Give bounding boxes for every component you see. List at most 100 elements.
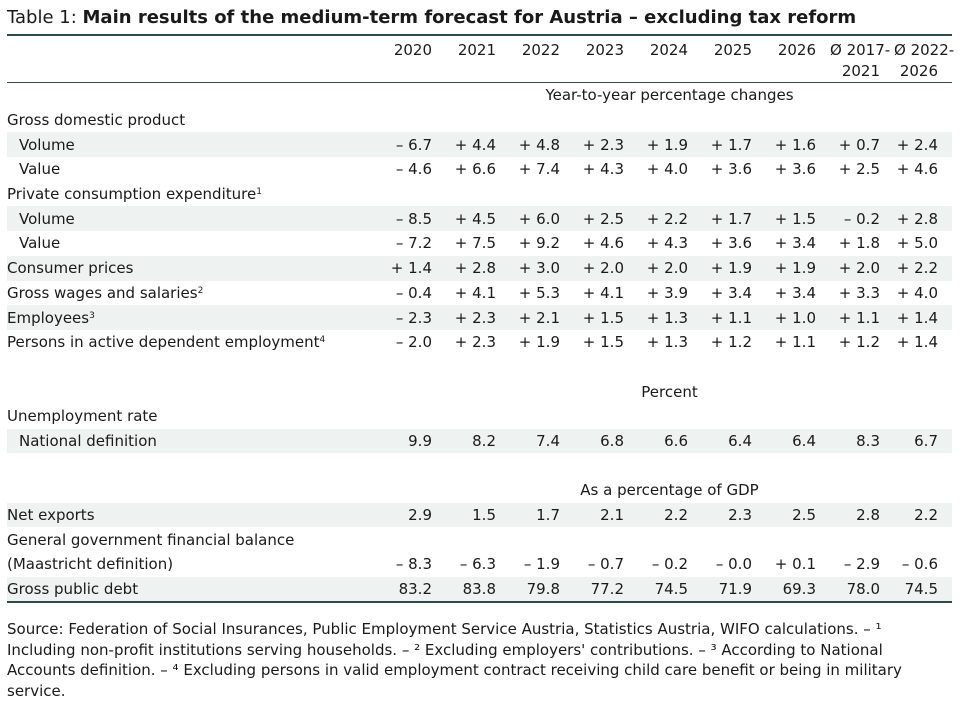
row-label-text: General government financial balance: [7, 530, 295, 549]
column-header-line1: 2026: [777, 41, 816, 59]
value-cell: + 7.4: [518, 160, 560, 179]
value-cell: [510, 527, 574, 552]
column-header-line2: [574, 61, 624, 82]
row-label-text: Net exports: [7, 506, 95, 525]
value-cell: 2.3: [702, 502, 766, 528]
value-cell: 1.7: [510, 502, 574, 528]
row-label: Value: [7, 157, 384, 182]
table-row: National definition 9.9 8.2 7.4 6.8 6.6 6.4 6.4…: [7, 428, 952, 454]
value-cell: – 8.3: [395, 555, 432, 574]
value-cell: + 2.8: [446, 255, 510, 281]
value-cell: 2.8: [830, 502, 894, 528]
value-cell: + 4.3: [582, 160, 624, 179]
value-cell: – 7.2: [395, 234, 432, 253]
value-cell: + 1.9: [518, 333, 560, 352]
table-row: Gross public debt 83.2 83.8 79.8 77.2 74.5 71.…: [7, 576, 952, 602]
table-row: Consumer prices + 1.4 + 2.8 + 3.0 + 2.0 + 2.0…: [7, 255, 952, 281]
unit-row: Year-to-year percentage changes: [7, 83, 952, 108]
row-label: (Maastricht definition): [7, 552, 384, 577]
table-row: Gross wages and salaries2 – 0.4 + 4.1 + 5.3…: [7, 281, 952, 306]
value-cell: + 3.6: [710, 160, 752, 179]
column-header: 2022: [510, 36, 574, 82]
value-cell: 1.5: [446, 502, 510, 528]
table-row: Net exports 2.9 1.5 1.7 2.1 2.2 2.3 2.5 2.8 2.2: [7, 502, 952, 528]
column-header-line1: 2020: [393, 41, 432, 59]
value-cell: + 3.0: [510, 255, 574, 281]
value-cell: + 1.0: [766, 305, 830, 330]
table-row: Employees3– 2.3 + 2.3 + 2.1 + 1.5 + 1.3 + 1.1…: [7, 305, 952, 330]
value-cell: 74.5: [894, 576, 952, 602]
value-cell: + 1.1: [702, 305, 766, 330]
row-label: Gross domestic product: [7, 108, 384, 133]
header-blank: [7, 36, 384, 82]
value-cell: [638, 404, 702, 429]
value-cell: 8.3: [830, 428, 894, 454]
value-cell: + 1.3: [646, 333, 688, 352]
value-cell: [446, 404, 510, 429]
value-cell: – 6.3: [459, 555, 496, 574]
row-label: Volume: [7, 132, 384, 158]
column-header-line2: [638, 61, 688, 82]
column-header: 2026: [766, 36, 830, 82]
column-header: 2024: [638, 36, 702, 82]
value-cell: [894, 527, 952, 552]
column-header-line1: Ø 2022-: [894, 41, 955, 59]
value-cell: + 9.2: [518, 234, 560, 253]
value-cell: – 1.9: [523, 555, 560, 574]
value-cell: + 1.1: [774, 333, 816, 352]
value-cell: + 4.6: [582, 234, 624, 253]
value-cell: [766, 404, 830, 429]
value-cell: [638, 527, 702, 552]
value-cell: 2.9: [384, 502, 446, 528]
value-cell: [766, 182, 830, 207]
value-cell: [384, 182, 446, 207]
value-cell: [510, 182, 574, 207]
value-cell: 6.6: [638, 428, 702, 454]
value-cell: 2.2: [894, 502, 952, 528]
value-cell: 7.4: [510, 428, 574, 454]
column-header: 2025: [702, 36, 766, 82]
value-cell: [384, 404, 446, 429]
column-header-line1: 2024: [649, 41, 688, 59]
value-cell: 6.7: [894, 428, 952, 454]
value-cell: [446, 527, 510, 552]
value-cell: + 3.3: [838, 283, 880, 302]
value-cell: [574, 527, 638, 552]
table-title-text: Main results of the medium-term forecast…: [82, 7, 857, 28]
value-cell: + 2.0: [574, 255, 638, 281]
table-row: Value – 7.2 + 7.5 + 9.2 + 4.6 + 4.3 + 3.6 + 3.4…: [7, 231, 952, 256]
value-cell: + 3.4: [710, 283, 752, 302]
row-label: Persons in active dependent employment4: [7, 330, 384, 355]
value-cell: [446, 108, 510, 133]
value-cell: + 2.0: [830, 255, 894, 281]
value-cell: + 1.1: [830, 305, 894, 330]
value-cell: + 4.3: [646, 234, 688, 253]
unit-label: As a percentage of GDP: [580, 481, 759, 500]
value-cell: + 1.4: [894, 305, 952, 330]
unit-label: Year-to-year percentage changes: [545, 86, 794, 105]
column-header-line2: [766, 61, 816, 82]
column-header-line1: 2022: [521, 41, 560, 59]
value-cell: + 1.9: [638, 132, 702, 158]
footnote-marker: 1: [256, 187, 262, 198]
row-label-text: Private consumption expenditure: [7, 185, 257, 204]
value-cell: + 1.4: [384, 255, 446, 281]
value-cell: + 0.1: [774, 555, 816, 574]
value-cell: + 5.3: [518, 283, 560, 302]
table-title-prefix: Table 1:: [7, 7, 83, 28]
row-label-text: Employees: [7, 308, 90, 327]
row-label: Unemployment rate: [7, 404, 384, 429]
row-label: Private consumption expenditure1: [7, 182, 384, 207]
value-cell: – 0.2: [830, 206, 894, 232]
value-cell: + 4.1: [582, 283, 624, 302]
table-row: Private consumption expenditure1: [7, 182, 952, 207]
value-cell: 69.3: [766, 576, 830, 602]
value-cell: 79.8: [510, 576, 574, 602]
table-row: (Maastricht definition) – 8.3 – 6.3 – 1.9 – …: [7, 552, 952, 577]
column-header-line2: 2026: [899, 62, 938, 80]
table-row: Volume – 6.7 + 4.4 + 4.8 + 2.3 + 1.9 + 1.7 + 1.…: [7, 132, 952, 158]
value-cell: + 1.2: [710, 333, 752, 352]
row-label: Gross public debt: [7, 576, 384, 602]
value-cell: + 2.2: [894, 255, 952, 281]
